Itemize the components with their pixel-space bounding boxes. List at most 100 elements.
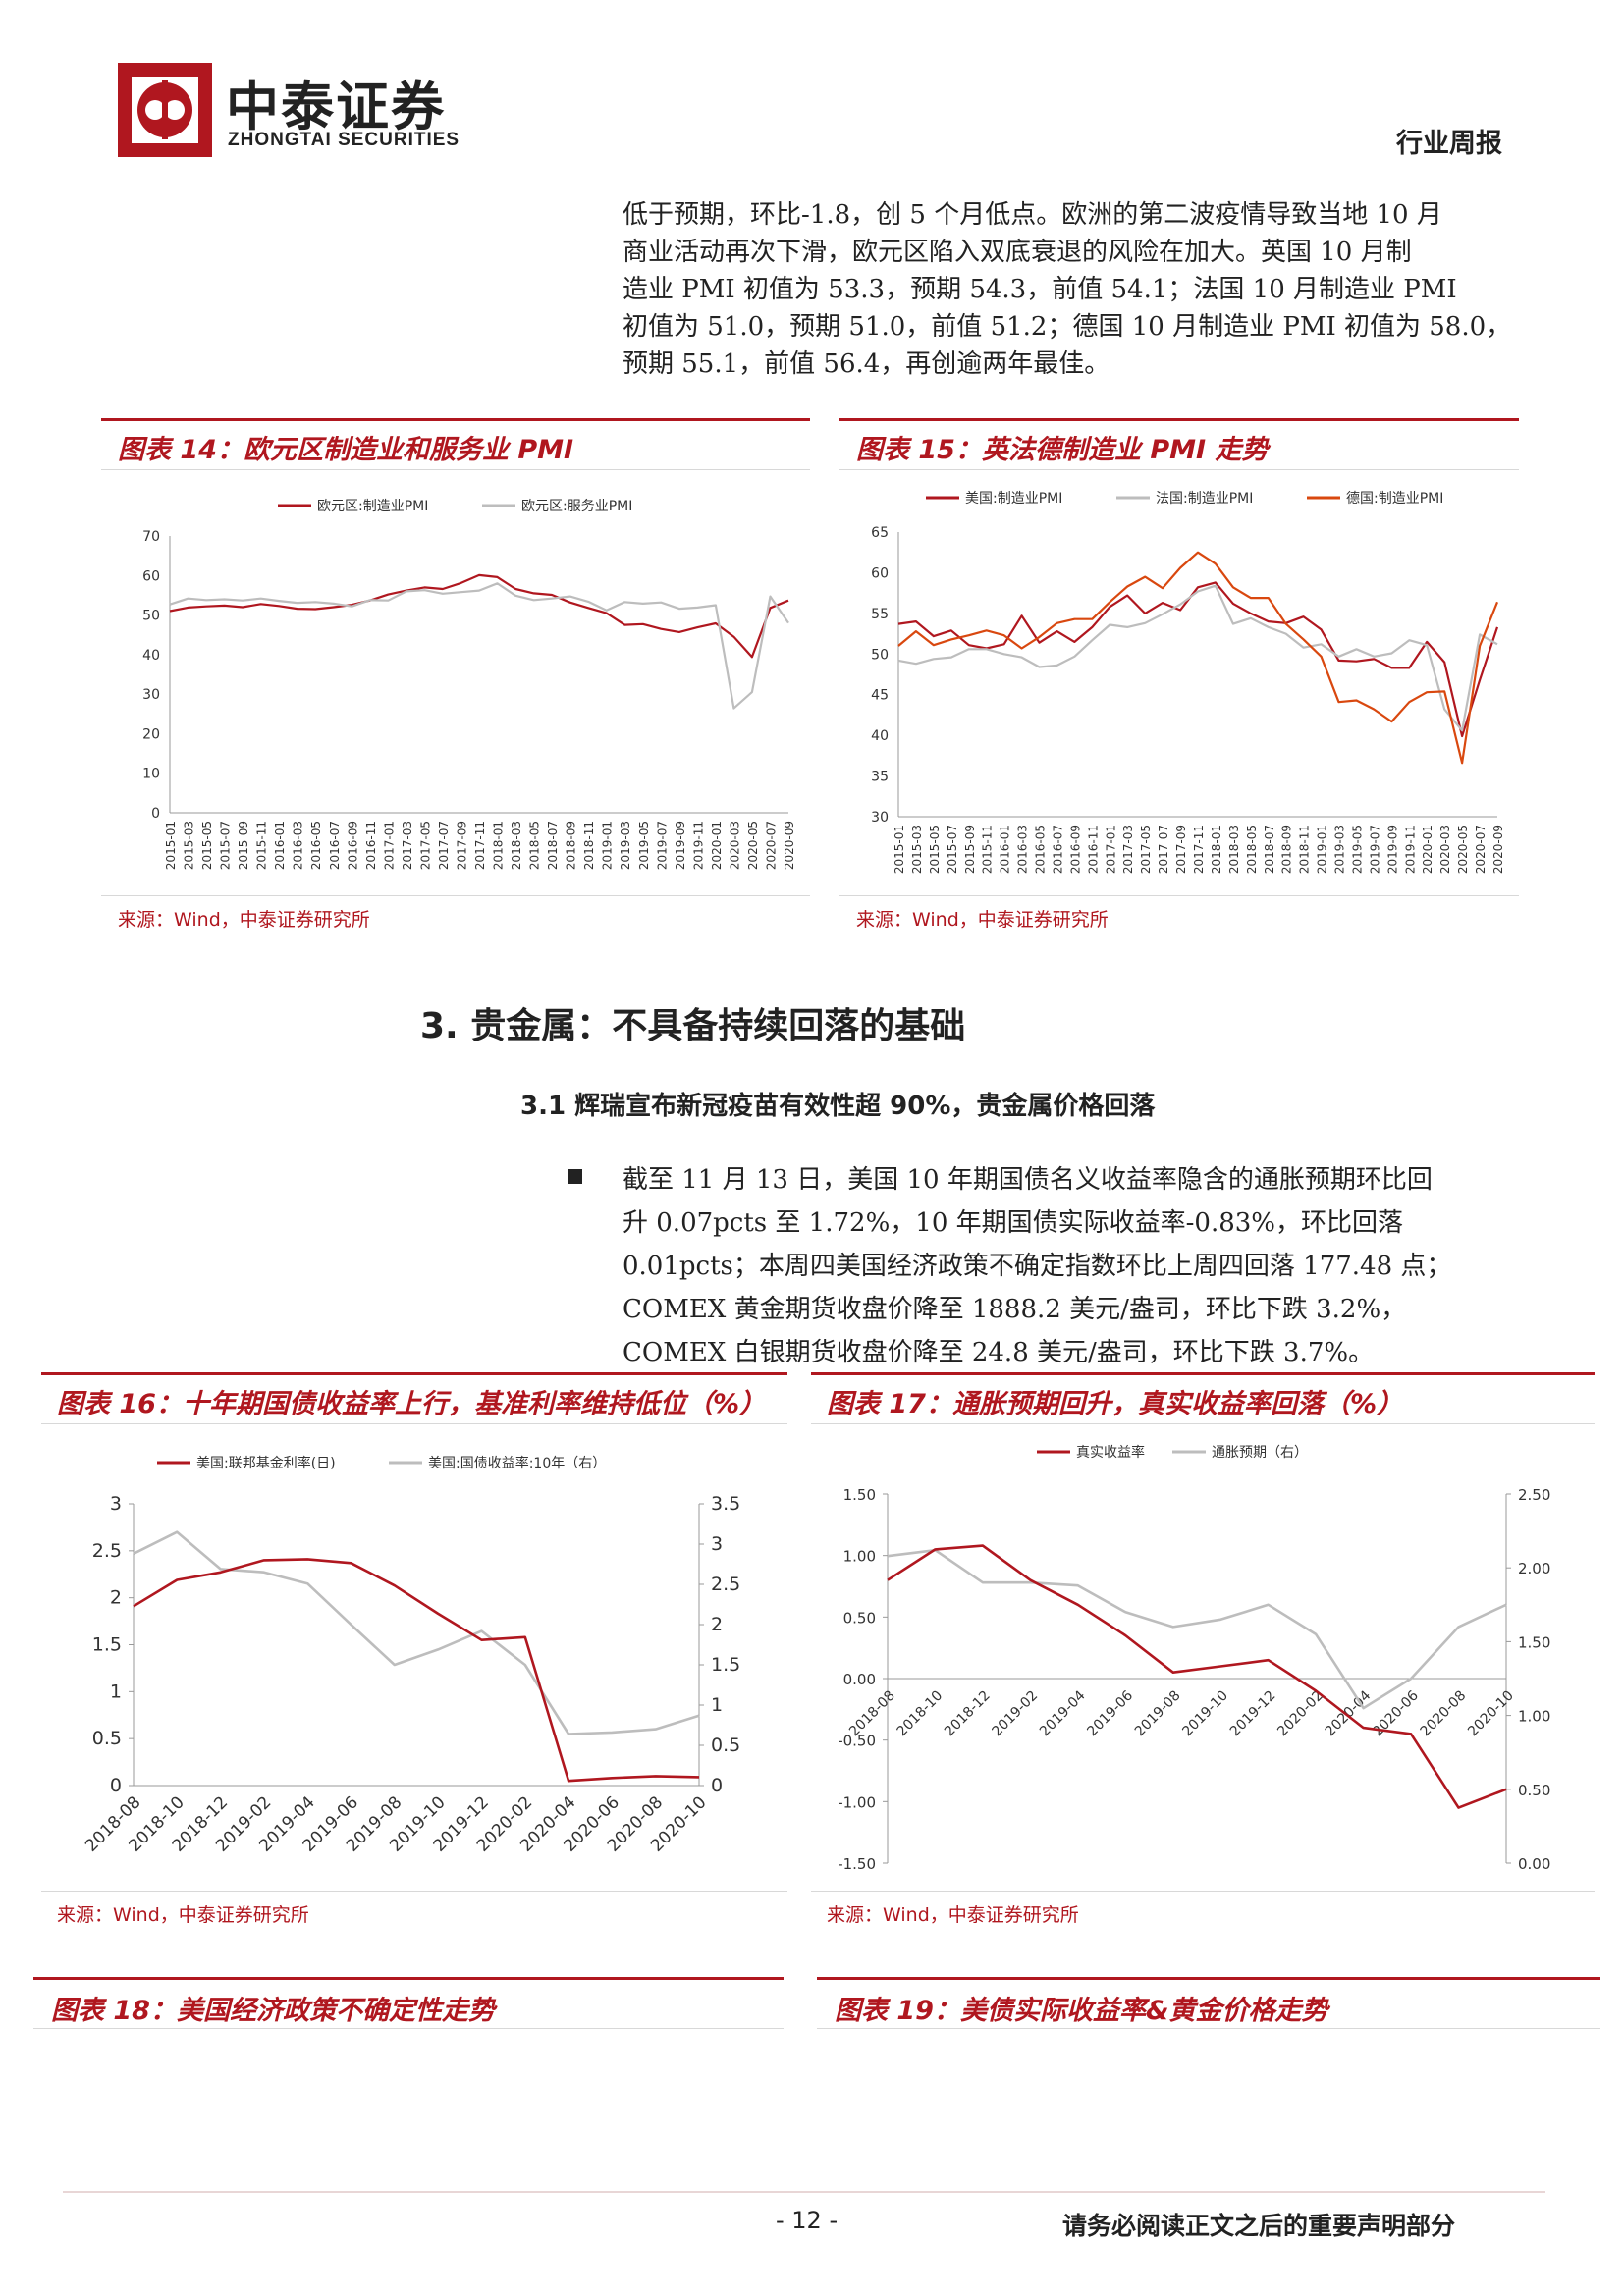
fig17-ytick-right-label-1: 2.00 — [1518, 1560, 1550, 1577]
fig14-xtick-label-21: 2018-07 — [546, 821, 560, 870]
fig15-series-0-line — [897, 581, 1499, 738]
fig16-ytick-left-label-1: 0.5 — [92, 1728, 122, 1749]
fig14-xtick-label-10: 2016-09 — [346, 821, 359, 870]
fig17-xtick-label-9: 2020-02 — [1274, 1688, 1326, 1740]
fig17-xtick-label-5: 2019-06 — [1084, 1687, 1136, 1739]
logo: 中泰证券 ZHONGTAI SECURITIES — [116, 61, 518, 159]
fig15-legend-label-1: 法国:制造业PMI — [1156, 491, 1253, 507]
fig14-top-rule — [101, 418, 810, 421]
fig14-xtick-label-32: 2020-05 — [746, 821, 760, 870]
fig17-ytick-left-label-4: -0.50 — [838, 1733, 876, 1750]
fig15-xtick-label-8: 2016-05 — [1034, 825, 1048, 874]
fig15-xtick-label-7: 2016-03 — [1016, 825, 1030, 874]
zhongtai-logo-icon — [118, 63, 212, 157]
fig17-bottom-rule — [811, 1891, 1595, 1892]
fig14-title-rule — [101, 469, 810, 470]
fig17-xtick-label-6: 2019-08 — [1132, 1688, 1184, 1740]
fig17-ytick-left-label-3: 0.00 — [843, 1671, 876, 1688]
fig16-series-0-line — [133, 1558, 700, 1783]
fig17-ytick-left-label-5: -1.00 — [838, 1793, 876, 1811]
fig15-top-rule — [839, 418, 1519, 421]
fig14-ytick-label-6: 60 — [142, 568, 160, 584]
fig14-ytick-label-0: 0 — [151, 806, 160, 822]
fig18-top-rule — [33, 1977, 784, 1980]
fig15-xtick-label-16: 2017-09 — [1174, 825, 1188, 874]
fig15-legend-label-0: 美国:制造业PMI — [965, 491, 1062, 507]
fig19-title-rule — [817, 2028, 1600, 2029]
fig15-xtick-label-30: 2020-01 — [1421, 825, 1435, 874]
fig16-ytick-right-label-5: 2.5 — [711, 1574, 740, 1595]
fig15-xtick-label-2: 2015-05 — [928, 825, 942, 874]
intro-paragraph: 低于预期，环比-1.8，创 5 个月低点。欧洲的第二波疫情导致当地 10 月 商… — [623, 196, 1526, 383]
fig15-xtick-label-15: 2017-07 — [1157, 825, 1170, 874]
fig15-title: 图表 15：英法德制造业 PMI 走势 — [856, 435, 1269, 465]
fig17-ytick-left-label-2: 0.50 — [843, 1609, 876, 1627]
logo-text-cn: 中泰证券 — [226, 76, 446, 137]
fig15-ytick-label-3: 45 — [871, 688, 889, 704]
intro-line-4: 初值为 51.0，预期 51.0，前值 51.2；德国 10 月制造业 PMI … — [623, 312, 1512, 342]
fig14-xtick-label-28: 2019-09 — [674, 821, 687, 870]
fig17-top-rule — [811, 1372, 1595, 1375]
section-3-heading: 3. 贵金属：不具备持续回落的基础 — [420, 1006, 966, 1046]
fig14-xtick-label-3: 2015-07 — [219, 821, 233, 870]
fig14-xtick-label-0: 2015-01 — [164, 821, 178, 870]
fig15-xtick-label-31: 2020-03 — [1438, 825, 1452, 874]
fig16-ytick-right-label-0: 0 — [711, 1775, 723, 1796]
fig14-xtick-label-13: 2017-03 — [401, 821, 414, 870]
fig14-xtick-label-8: 2016-05 — [309, 821, 323, 870]
fig17-ytick-left-label-0: 1.50 — [843, 1486, 876, 1504]
bullet-line-2: 升 0.07pcts 至 1.72%，10 年期国债实际收益率-0.83%，环比… — [623, 1208, 1404, 1238]
fig14-xtick-label-1: 2015-03 — [183, 821, 196, 870]
fig14-xtick-label-20: 2018-05 — [528, 821, 542, 870]
fig14-xtick-label-27: 2019-07 — [655, 821, 669, 870]
bullet-line-1: 截至 11 月 13 日，美国 10 年期国债名义收益率隐含的通胀预期环比回 — [623, 1165, 1433, 1195]
bullet-line-5: COMEX 白银期货收盘价降至 24.8 美元/盎司，环比下跌 3.7%。 — [623, 1338, 1375, 1367]
fig14-xtick-label-7: 2016-03 — [292, 821, 305, 870]
fig17-legend-label-0: 真实收益率 — [1076, 1444, 1145, 1461]
fig14-xtick-label-14: 2017-05 — [418, 821, 432, 870]
fig17-xtick-label-12: 2020-08 — [1418, 1688, 1470, 1740]
fig16-ytick-right-label-7: 3.5 — [711, 1493, 740, 1515]
fig15-xtick-label-10: 2016-09 — [1068, 825, 1082, 874]
fig16-ytick-left-label-4: 2 — [110, 1587, 122, 1609]
fig14-ytick-label-2: 20 — [142, 726, 160, 742]
fig16-title-rule — [41, 1423, 787, 1424]
fig15-ytick-label-5: 55 — [871, 607, 889, 622]
fig17-xtick-label-8: 2019-12 — [1227, 1688, 1279, 1740]
logo-text-en: ZHONGTAI SECURITIES — [228, 130, 460, 150]
fig16-ytick-right-label-1: 0.5 — [711, 1735, 740, 1756]
intro-line-5: 预期 55.1，前值 56.4，再创逾两年最佳。 — [623, 349, 1110, 379]
fig17-title: 图表 17：通胀预期回升，真实收益率回落（%） — [827, 1389, 1404, 1419]
fig15-series-1-line — [897, 584, 1498, 732]
fig15-xtick-label-5: 2015-11 — [981, 825, 995, 874]
fig17-xtick-label-1: 2018-10 — [894, 1688, 947, 1740]
fig17-xtick-label-3: 2019-02 — [990, 1688, 1042, 1740]
fig15-legend-label-2: 德国:制造业PMI — [1346, 491, 1443, 507]
fig17-series-1-line — [887, 1548, 1507, 1710]
fig17-chart: 真实收益率 通胀预期（右） 1.50 1.00 0.50 0.00 -0.50 -1.00 -1… — [838, 1444, 1550, 1873]
fig14-xtick-label-9: 2016-07 — [328, 821, 342, 870]
fig14-xtick-label-22: 2018-09 — [565, 821, 578, 870]
fig15-ytick-label-6: 60 — [871, 565, 889, 581]
fig17-xtick-label-7: 2019-10 — [1179, 1688, 1231, 1740]
fig18-title-rule — [33, 2028, 784, 2029]
fig15-xtick-label-9: 2016-07 — [1051, 825, 1064, 874]
fig14-xtick-label-4: 2015-09 — [237, 821, 250, 870]
fig15-chart: 美国:制造业PMI 法国:制造业PMI 德国:制造业PMI 30 35 40 45 50 55 6… — [871, 491, 1505, 874]
fig17-ytick-right-label-2: 1.50 — [1518, 1633, 1550, 1651]
bullet-paragraph: 截至 11 月 13 日，美国 10 年期国债名义收益率隐含的通胀预期环比回 升… — [623, 1158, 1526, 1374]
fig16-title: 图表 16：十年期国债收益率上行，基准利率维持低位（%） — [57, 1389, 767, 1419]
fig15-ytick-label-2: 40 — [871, 728, 889, 744]
fig15-xtick-label-14: 2017-05 — [1139, 825, 1153, 874]
fig17-series-0-line — [887, 1544, 1507, 1809]
fig14-source: 来源：Wind，中泰证券研究所 — [118, 909, 370, 931]
fig16-ytick-left-label-6: 3 — [110, 1493, 122, 1515]
fig16-top-rule — [41, 1372, 787, 1375]
fig14-series-1-line — [169, 582, 789, 710]
fig14-xtick-label-26: 2019-05 — [637, 821, 651, 870]
footer-disclaimer: 请务必阅读正文之后的重要声明部分 — [1062, 2212, 1456, 2240]
fig15-xtick-label-11: 2016-11 — [1086, 825, 1100, 874]
fig17-ytick-right-label-5: 0.00 — [1518, 1855, 1550, 1873]
fig17-xtick-label-10: 2020-04 — [1323, 1687, 1375, 1739]
fig16-ytick-right-label-2: 1 — [711, 1694, 723, 1716]
